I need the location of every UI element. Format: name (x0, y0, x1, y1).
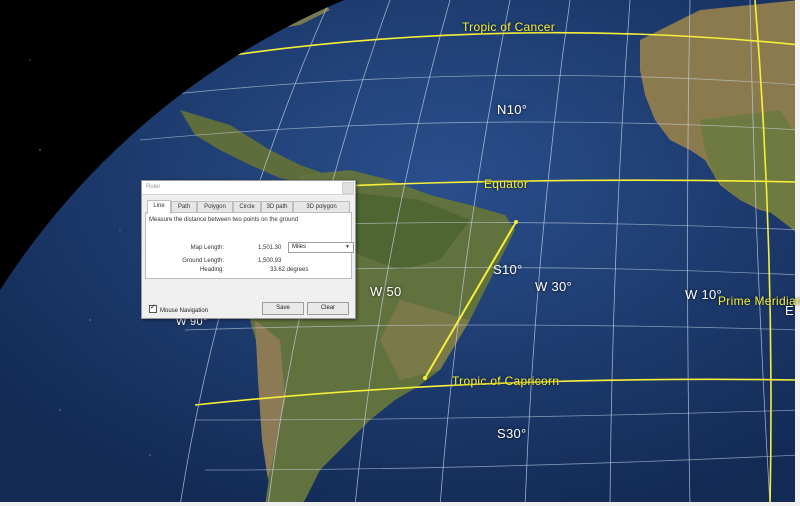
label-s30: S30° (497, 426, 527, 441)
map-length-value: 1,501.30 (258, 245, 282, 251)
measure-end-point[interactable] (423, 376, 427, 380)
unit-select-value: Miles (292, 244, 307, 250)
unit-select[interactable]: Miles ▼ (288, 242, 354, 253)
label-s10: S10° (493, 262, 523, 277)
chevron-down-icon: ▼ (345, 244, 350, 250)
tab-3d-path[interactable]: 3D path (261, 201, 293, 213)
measure-start-point[interactable] (514, 220, 518, 224)
tab-3d-polygon[interactable]: 3D polygon (293, 201, 350, 213)
ruler-description: Measure the distance between two points … (149, 217, 299, 223)
checkbox-icon[interactable] (149, 303, 157, 313)
ruler-tabs: Line Path Polygon Circle 3D path 3D poly… (145, 200, 352, 214)
save-button[interactable]: Save (262, 302, 304, 315)
ruler-dialog[interactable]: Ruler Line Path Polygon Circle 3D path 3… (141, 180, 356, 319)
ruler-line-panel: Measure the distance between two points … (145, 212, 354, 279)
brazil-highlands (380, 300, 470, 380)
central-america-landmass (180, 110, 335, 185)
tab-circle[interactable]: Circle (233, 201, 261, 213)
label-equator: Equator (484, 177, 529, 191)
window-edge-right (795, 0, 800, 506)
ruler-titlebar[interactable]: Ruler (142, 181, 355, 195)
label-w30: W 30° (535, 279, 573, 294)
africa-green (700, 110, 800, 235)
label-w50: W 50 (370, 284, 402, 299)
mouse-navigation-checkbox[interactable]: Mouse Navigation (149, 303, 209, 314)
amazon-forest (330, 190, 470, 270)
tab-path[interactable]: Path (171, 201, 197, 213)
label-e: E (785, 303, 794, 318)
ruler-title: Ruler (146, 184, 161, 190)
close-icon[interactable] (342, 182, 354, 194)
ground-length-label: Ground Length: (182, 258, 224, 264)
ground-length-value: 1,500.93 (258, 258, 282, 264)
label-tropic-of-cancer: Tropic of Cancer (462, 20, 556, 34)
prime-meridian-line (754, 0, 772, 506)
stars (29, 59, 151, 456)
tropic-of-capricorn-line (194, 378, 800, 406)
label-w90: W 90° (176, 316, 208, 328)
label-n10: N10° (497, 102, 528, 117)
heading-value: 33.62 degrees (270, 267, 309, 273)
label-w10: W 10° (685, 287, 723, 302)
andes (255, 320, 285, 480)
map-length-label: Map Length: (190, 245, 224, 251)
heading-label: Heading: (199, 267, 224, 273)
label-tropic-of-capricorn: Tropic of Capricorn (452, 374, 560, 388)
clear-button[interactable]: Clear (307, 302, 349, 315)
mouse-navigation-label: Mouse Navigation (160, 308, 209, 314)
window-edge-bottom (0, 502, 800, 506)
tab-line[interactable]: Line (147, 200, 171, 214)
label-prime-meridian: Prime Meridian (718, 294, 800, 308)
measure-line[interactable] (424, 221, 517, 379)
tab-polygon[interactable]: Polygon (197, 201, 233, 213)
